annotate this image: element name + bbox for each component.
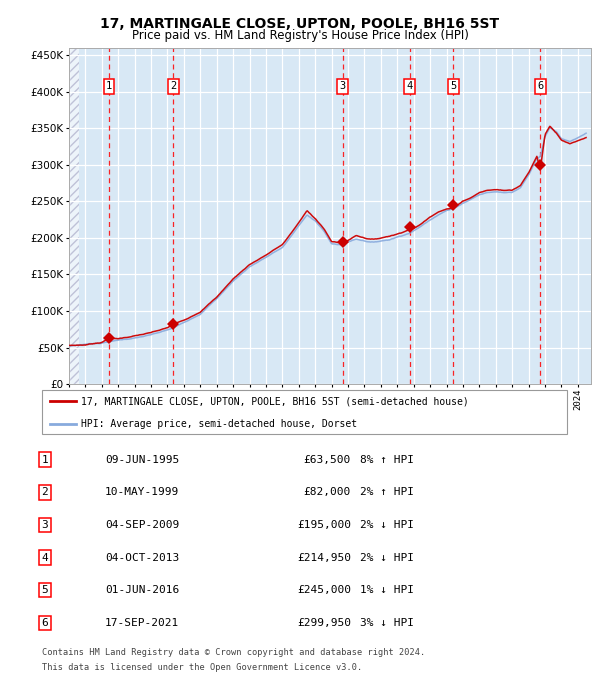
Text: 10-MAY-1999: 10-MAY-1999	[105, 488, 179, 497]
Text: Contains HM Land Registry data © Crown copyright and database right 2024.: Contains HM Land Registry data © Crown c…	[42, 648, 425, 657]
Text: 04-SEP-2009: 04-SEP-2009	[105, 520, 179, 530]
Bar	[69, 48, 79, 384]
Text: 2% ↑ HPI: 2% ↑ HPI	[360, 488, 414, 497]
Text: 17, MARTINGALE CLOSE, UPTON, POOLE, BH16 5ST (semi-detached house): 17, MARTINGALE CLOSE, UPTON, POOLE, BH16…	[82, 396, 469, 407]
Text: £299,950: £299,950	[297, 618, 351, 628]
Text: 17, MARTINGALE CLOSE, UPTON, POOLE, BH16 5ST: 17, MARTINGALE CLOSE, UPTON, POOLE, BH16…	[100, 17, 500, 31]
Text: This data is licensed under the Open Government Licence v3.0.: This data is licensed under the Open Gov…	[42, 663, 362, 672]
Text: 8% ↑ HPI: 8% ↑ HPI	[360, 455, 414, 464]
Text: 4: 4	[406, 82, 413, 91]
Text: 2% ↓ HPI: 2% ↓ HPI	[360, 520, 414, 530]
Text: 5: 5	[41, 585, 49, 595]
Text: 3: 3	[41, 520, 49, 530]
Text: 6: 6	[537, 82, 544, 91]
Text: 4: 4	[41, 553, 49, 562]
Text: £195,000: £195,000	[297, 520, 351, 530]
Text: 3% ↓ HPI: 3% ↓ HPI	[360, 618, 414, 628]
Text: 09-JUN-1995: 09-JUN-1995	[105, 455, 179, 464]
Text: £82,000: £82,000	[304, 488, 351, 497]
Text: 2: 2	[41, 488, 49, 497]
Text: 04-OCT-2013: 04-OCT-2013	[105, 553, 179, 562]
FancyBboxPatch shape	[42, 390, 567, 435]
Text: £245,000: £245,000	[297, 585, 351, 595]
Text: 6: 6	[41, 618, 49, 628]
Text: 3: 3	[340, 82, 346, 91]
Text: £63,500: £63,500	[304, 455, 351, 464]
Text: £214,950: £214,950	[297, 553, 351, 562]
Text: 1% ↓ HPI: 1% ↓ HPI	[360, 585, 414, 595]
Text: Price paid vs. HM Land Registry's House Price Index (HPI): Price paid vs. HM Land Registry's House …	[131, 29, 469, 42]
Text: 2: 2	[170, 82, 176, 91]
Text: 01-JUN-2016: 01-JUN-2016	[105, 585, 179, 595]
Text: 2% ↓ HPI: 2% ↓ HPI	[360, 553, 414, 562]
Text: 5: 5	[450, 82, 457, 91]
Text: 1: 1	[41, 455, 49, 464]
Text: HPI: Average price, semi-detached house, Dorset: HPI: Average price, semi-detached house,…	[82, 419, 358, 428]
Text: 17-SEP-2021: 17-SEP-2021	[105, 618, 179, 628]
Text: 1: 1	[106, 82, 112, 91]
